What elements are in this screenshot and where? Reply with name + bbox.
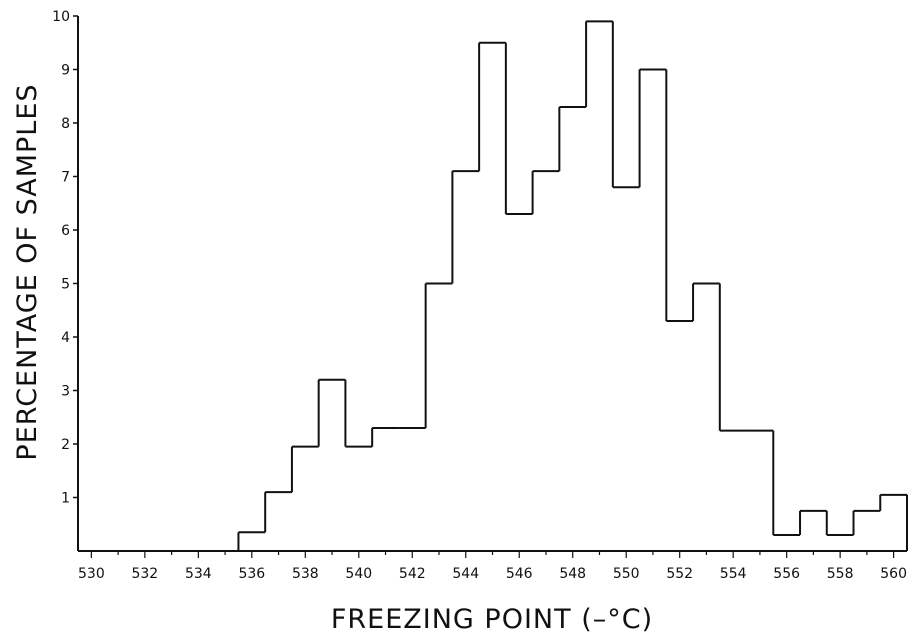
y-tick-label-8: 8 [61, 116, 70, 132]
y-tick-label-5: 5 [61, 277, 70, 293]
x-tick-label-544: 544 [452, 566, 479, 582]
x-tick-label-536: 536 [238, 566, 265, 582]
x-tick-label-560: 560 [880, 566, 907, 582]
x-tick-label-548: 548 [559, 566, 586, 582]
x-tick-label-554: 554 [720, 566, 747, 582]
y-tick-label-10: 10 [52, 9, 70, 25]
x-tick-label-546: 546 [506, 566, 533, 582]
x-tick-label-542: 542 [399, 566, 426, 582]
x-tick-label-558: 558 [827, 566, 854, 582]
x-tick-label-534: 534 [185, 566, 212, 582]
x-tick-label-538: 538 [292, 566, 319, 582]
x-tick-label-556: 556 [773, 566, 800, 582]
y-tick-label-9: 9 [61, 63, 70, 79]
y-tick-label-3: 3 [61, 384, 70, 400]
x-tick-label-530: 530 [78, 566, 105, 582]
y-tick-label-4: 4 [61, 330, 70, 346]
x-tick-label-550: 550 [613, 566, 640, 582]
y-tick-label-6: 6 [61, 223, 70, 239]
x-tick-label-532: 532 [131, 566, 158, 582]
x-axis-title: FREEZING POINT (–°C) [331, 604, 653, 635]
x-tick-label-552: 552 [666, 566, 693, 582]
y-axis-title: PERCENTAGE OF SAMPLES [12, 83, 43, 460]
x-tick-label-540: 540 [345, 566, 372, 582]
y-tick-label-7: 7 [61, 170, 70, 186]
y-tick-label-1: 1 [61, 491, 70, 507]
plot-area: 1 2 3 4 5 6 7 8 9 10 530 532 534 536 538 540 542 544 546 54… [52, 9, 908, 582]
y-tick-label-2: 2 [61, 437, 70, 453]
